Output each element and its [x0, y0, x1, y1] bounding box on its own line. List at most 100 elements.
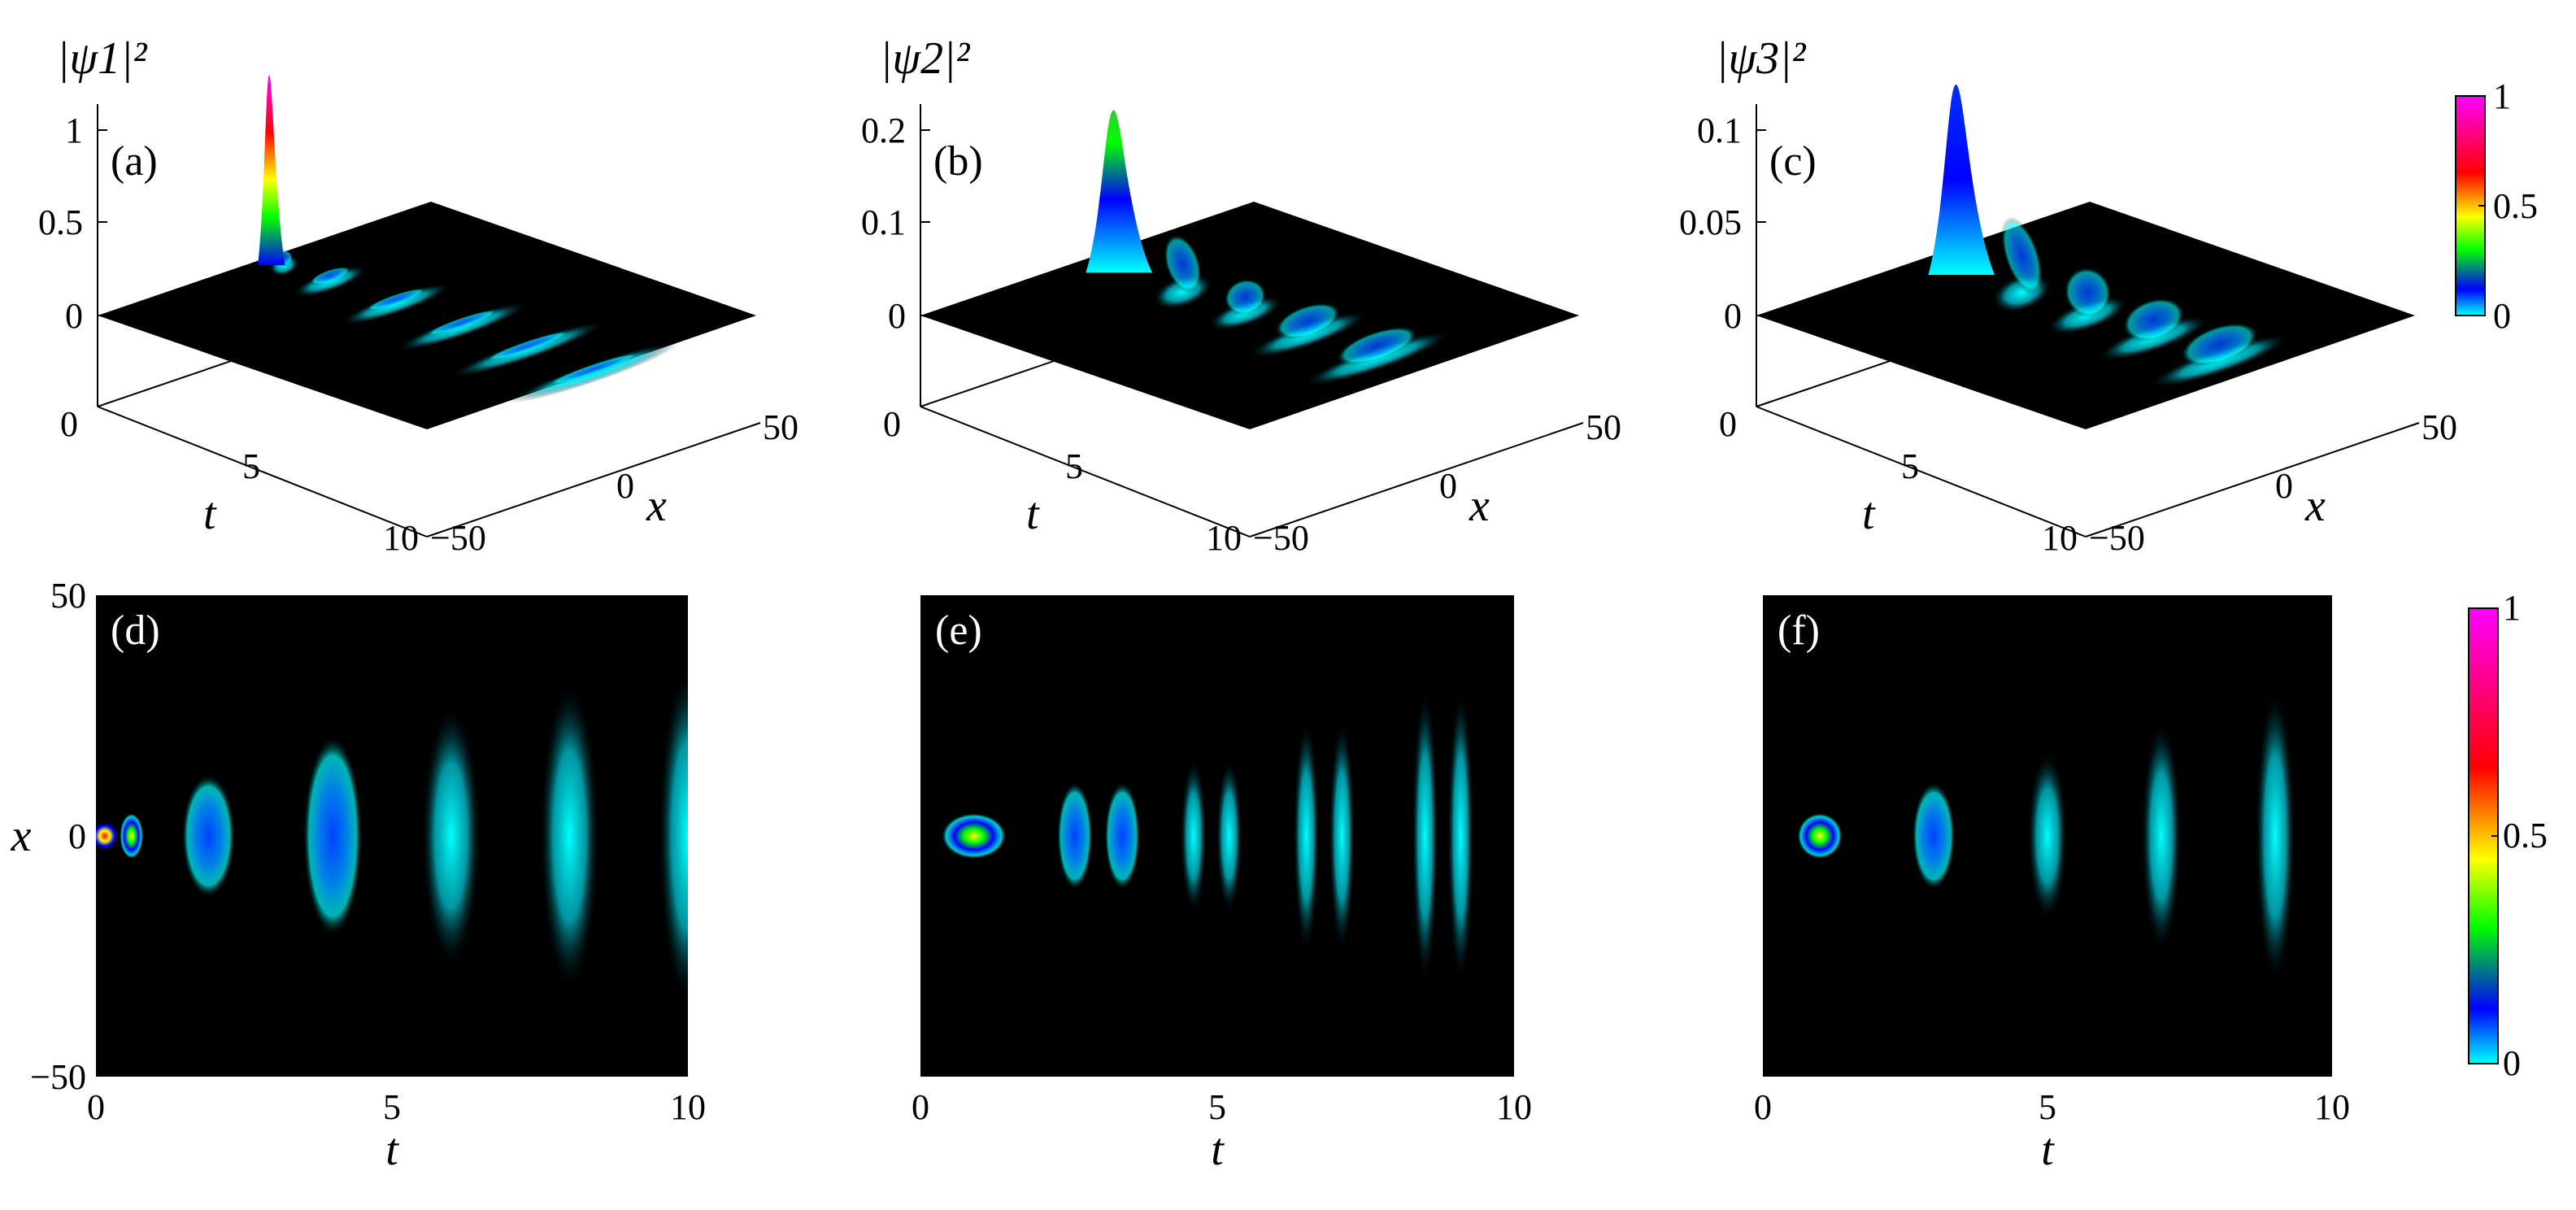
z-tick-label: 0 [888, 296, 906, 336]
x-tick-label: 0 [616, 466, 634, 506]
x-tick-label: −50 [1253, 518, 1309, 558]
t-tick-label: 0 [87, 1087, 105, 1127]
x-axis-line [1249, 422, 1584, 538]
t-tick-label: 10 [383, 518, 419, 558]
surface-peak [258, 75, 285, 266]
t-tick-label: 10 [1206, 518, 1242, 558]
heatmap-lobe [1056, 781, 1093, 890]
heatmap-lobe [1104, 781, 1141, 890]
heatmap-lobe [302, 735, 363, 937]
z-tick-label: 0 [65, 296, 83, 336]
heatmap-lobe [2027, 751, 2068, 921]
surface-ridge [1275, 302, 1341, 340]
t-tick-label: 0 [1719, 404, 1737, 444]
z-tick-label: 1 [65, 111, 83, 150]
heatmap-lobe [181, 774, 236, 898]
surface-peak [1086, 110, 1152, 273]
surface-peak [1928, 85, 1995, 275]
heatmap-lobe [1412, 690, 1438, 982]
x-axis-line [426, 422, 761, 538]
surface-ridge [365, 288, 427, 311]
colorbar-bottom-tick-mid: 0.5 [2503, 816, 2548, 855]
heatmap-lobe [1180, 759, 1207, 913]
surface-ridge [2180, 322, 2259, 367]
t-axis-label: t [203, 489, 217, 539]
z-axis-label: |ψ3|² [1716, 33, 1807, 84]
colorbar-bottom-tick-max: 1 [2503, 588, 2521, 628]
panel-label: (e) [935, 607, 982, 654]
heatmap-lobe [96, 820, 120, 851]
t-tick-label: 10 [1496, 1087, 1532, 1127]
x-tick-label: −50 [2089, 518, 2145, 558]
heatmap-lobe [1447, 690, 1474, 982]
z-tick-label: 0.5 [38, 202, 83, 242]
surface-ridge [2000, 216, 2043, 295]
x-tick-label: 50 [1586, 407, 1621, 447]
heatmap-lobe [1293, 720, 1320, 952]
panel-f: (f) 0 5 10 t [1754, 595, 2350, 1175]
heatmap-lobe [2141, 720, 2182, 952]
panel-label: (c) [1769, 138, 1817, 185]
z-axis-label: |ψ2|² [880, 33, 971, 84]
x-tick-label: 0 [1439, 466, 1457, 506]
x-tick-label: −50 [30, 1057, 86, 1097]
t-tick-label: 5 [1901, 446, 1919, 486]
colorbar-bottom-tick-min: 0 [2503, 1043, 2521, 1083]
t-tick-label: 0 [883, 404, 901, 444]
t-axis-label: t [1862, 489, 1876, 539]
heatmap-lobe [120, 812, 144, 860]
heatmap-lobe [941, 812, 1007, 860]
surface-plane [98, 202, 756, 429]
x-tick-label: 50 [763, 407, 798, 447]
colorbar-top-tick-min: 0 [2493, 296, 2511, 336]
surface-ridge [1224, 278, 1267, 316]
t-tick-label: 5 [242, 446, 260, 486]
x-axis-line [2085, 422, 2420, 538]
colorbar-top-tick-mid: 0.5 [2493, 186, 2538, 226]
x-axis-label: x [646, 481, 667, 531]
panel-label: (d) [111, 607, 160, 654]
panel-label: (b) [933, 138, 983, 185]
surface-ridge [310, 267, 350, 285]
heatmap-lobe [1216, 759, 1242, 913]
surface-ridge [485, 330, 571, 362]
heatmap-lobe [2255, 690, 2295, 982]
t-axis-label: t [1026, 489, 1040, 539]
surface-ridge [1336, 326, 1418, 365]
heatmap-lobe [1912, 781, 1956, 890]
panel-e: (e) 0 5 10 t [912, 595, 1532, 1175]
t-tick-label: 5 [2039, 1087, 2056, 1127]
x-tick-label: 0 [2275, 466, 2293, 506]
z-tick-label: 0.05 [1679, 202, 1742, 242]
surface-ridge [546, 352, 641, 386]
surface-ridge [2122, 298, 2185, 342]
x-axis-label: x [2304, 481, 2326, 531]
t-axis-line [920, 406, 1251, 538]
colorbar-bottom: 1 0.5 0 [2468, 588, 2548, 1083]
x-tick-label: 50 [50, 576, 86, 616]
z-axis-label: |ψ1|² [57, 33, 148, 84]
surface-ridge [425, 309, 498, 337]
x-tick-label: 0 [68, 816, 86, 856]
surface-ridge [2064, 267, 2112, 318]
heatmap-lobe [1329, 720, 1355, 952]
x-tick-label: 50 [2422, 407, 2457, 447]
z-tick-label: 0.1 [861, 202, 906, 242]
t-tick-label: 5 [1208, 1087, 1226, 1127]
heatmap-lobe [421, 704, 481, 968]
t-tick-label: 0 [1754, 1087, 1772, 1127]
t-tick-label: 10 [670, 1087, 706, 1127]
t-axis-label: t [385, 1125, 399, 1175]
panel-c: 0 0.05 0.1 0 5 10 t −50 0 50 x (c) |ψ3|² [1679, 33, 2457, 558]
t-axis-line [1756, 406, 2086, 538]
panel-label: (a) [111, 138, 158, 185]
x-axis-label: x [1469, 481, 1490, 531]
t-tick-label: 5 [1065, 446, 1083, 486]
colorbar-top-tick-max: 1 [2493, 76, 2511, 116]
heatmap-lobe [1797, 812, 1843, 860]
t-tick-label: 10 [2042, 518, 2078, 558]
x-axis-label: x [11, 811, 32, 861]
t-axis-line [97, 406, 428, 538]
